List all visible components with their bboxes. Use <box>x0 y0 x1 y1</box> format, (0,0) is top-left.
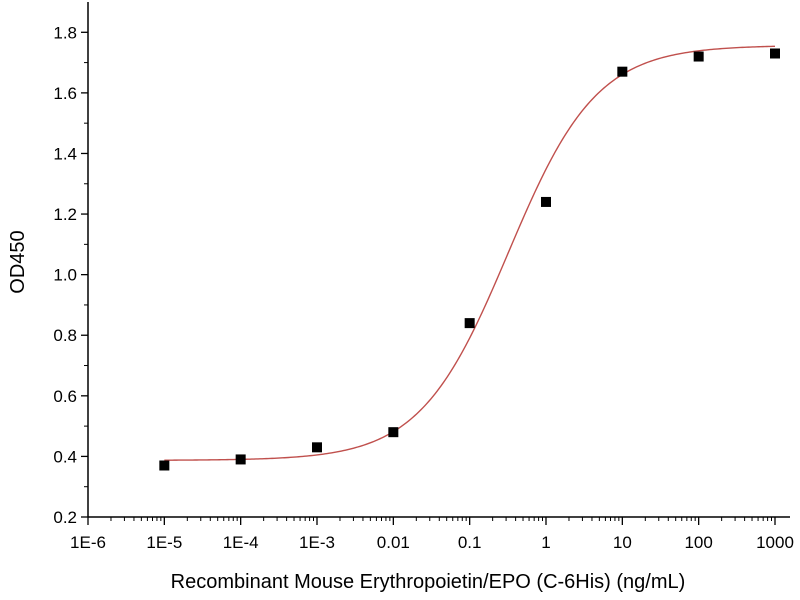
data-point <box>235 454 246 465</box>
x-tick-label: 0.01 <box>377 533 410 552</box>
x-tick-label: 1E-3 <box>299 533 335 552</box>
y-tick-label: 1.4 <box>53 144 77 163</box>
y-tick-label: 0.6 <box>53 387 77 406</box>
data-point <box>464 318 475 329</box>
y-axis-title: OD450 <box>7 230 29 293</box>
data-point <box>312 442 322 453</box>
plot-frame <box>87 2 790 518</box>
data-point <box>617 66 628 77</box>
y-tick-label: 0.4 <box>53 447 77 466</box>
y-tick-label: 1.2 <box>53 205 77 224</box>
data-points-layer <box>159 48 780 471</box>
x-axis-ticks: 1E-6 1E-5 1E-4 1E-3 0.01 0.1 1 10 100 1000 <box>70 517 794 552</box>
data-point <box>693 51 704 62</box>
data-point <box>388 427 399 438</box>
y-tick-label: 1.6 <box>53 84 77 103</box>
x-axis-title: Recombinant Mouse Erythropoietin/EPO (C-… <box>171 571 686 593</box>
data-point <box>159 460 170 471</box>
x-tick-label: 0.1 <box>458 533 482 552</box>
x-tick-label: 10 <box>613 533 632 552</box>
x-tick-label: 1E-5 <box>146 533 182 552</box>
y-tick-label: 0.8 <box>53 326 77 345</box>
x-tick-label: 1000 <box>756 533 794 552</box>
fit-curve-layer <box>164 45 776 461</box>
y-axis-ticks: 0.2 0.4 0.6 0.8 1.0 1.2 1.4 1.6 1.8 <box>53 23 88 527</box>
y-tick-label: 0.2 <box>53 508 77 527</box>
x-tick-label: 1E-4 <box>223 533 259 552</box>
x-tick-label: 1E-6 <box>70 533 106 552</box>
fit-curve <box>164 45 776 461</box>
x-tick-label: 1 <box>541 533 550 552</box>
x-tick-label: 100 <box>684 533 712 552</box>
y-tick-label: 1.0 <box>53 266 77 285</box>
y-tick-label: 1.8 <box>53 23 77 42</box>
data-point <box>541 196 551 207</box>
data-point <box>770 48 780 59</box>
